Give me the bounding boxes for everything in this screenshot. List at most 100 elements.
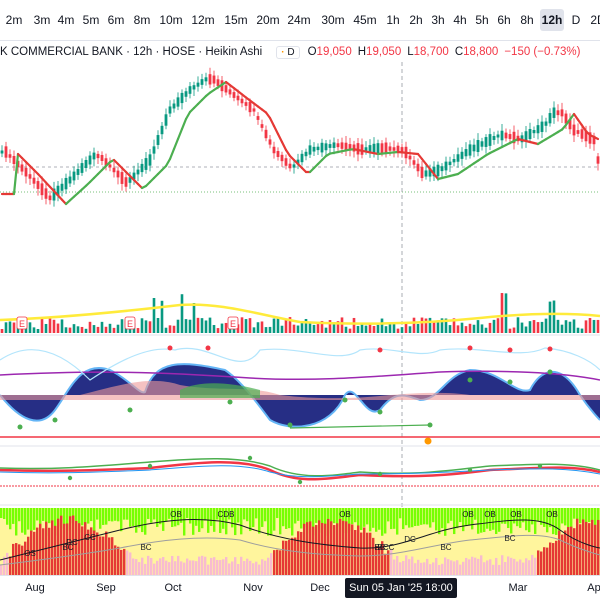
histogram-bottom	[294, 538, 296, 575]
histogram-top	[183, 508, 185, 536]
volume-bar	[217, 328, 220, 333]
histogram-top	[201, 508, 203, 528]
histogram-bottom	[135, 559, 137, 575]
candle-body	[293, 164, 296, 167]
histogram-top	[474, 508, 476, 520]
histogram-top	[282, 508, 284, 526]
candle-body	[561, 109, 564, 116]
candle-body	[153, 146, 156, 153]
candle-body	[377, 143, 380, 153]
volume-bar	[57, 324, 60, 333]
candle-body	[317, 147, 320, 150]
volume-bar	[597, 320, 600, 333]
volume-bar	[273, 319, 276, 333]
histogram-top	[15, 508, 17, 535]
indicator-label: OB	[170, 510, 182, 519]
histogram-bottom	[423, 562, 425, 575]
histogram-top	[144, 508, 146, 535]
volume-bar	[153, 298, 156, 333]
histogram-bottom	[354, 530, 356, 575]
volume-bar	[157, 318, 160, 333]
candle-body	[461, 152, 464, 159]
candle-body	[549, 113, 552, 123]
histogram-top	[93, 508, 95, 533]
candle-body	[269, 139, 272, 144]
histogram-top	[0, 508, 2, 518]
histogram-bottom	[393, 560, 395, 575]
histogram-top	[12, 508, 14, 524]
indicator-label: BCC	[378, 543, 395, 552]
histogram-top	[237, 508, 239, 523]
histogram-top	[150, 508, 152, 523]
volume-bar	[161, 301, 164, 333]
histogram-top	[315, 508, 317, 523]
moving-average	[174, 139, 178, 149]
histogram-bottom	[507, 556, 509, 575]
candle-body	[21, 164, 24, 171]
histogram-top	[213, 508, 215, 532]
histogram-top	[276, 508, 278, 518]
candle-body	[469, 144, 472, 155]
indicator-label: OS	[24, 549, 36, 558]
candle-body	[341, 142, 344, 148]
histogram-bottom	[504, 562, 506, 575]
volume-bar	[117, 325, 120, 333]
histogram-bottom	[150, 558, 152, 575]
histogram-top	[429, 508, 431, 528]
volume-bar	[313, 325, 316, 333]
histogram-bottom	[525, 558, 527, 575]
volume-bar	[489, 323, 492, 333]
volume-bar	[485, 328, 488, 333]
histogram-top	[63, 508, 65, 526]
histogram-bottom	[75, 521, 77, 575]
volume-bar	[577, 328, 580, 333]
histogram-bottom	[546, 548, 548, 575]
volume-bar	[185, 319, 188, 333]
volume-bar	[121, 319, 124, 333]
histogram-bottom	[366, 533, 368, 575]
histogram-top	[240, 508, 242, 534]
histogram-bottom	[363, 528, 365, 575]
volume-bar	[589, 318, 592, 333]
histogram-bottom	[9, 556, 11, 575]
candle-body	[113, 168, 116, 172]
signal-dot	[228, 400, 233, 405]
volume-bar	[365, 326, 368, 333]
histogram-top	[141, 508, 143, 532]
histogram-top	[387, 508, 389, 521]
histogram-top	[186, 508, 188, 518]
histogram-bottom	[501, 555, 503, 575]
volume-bar	[425, 319, 428, 333]
momentum-dot	[148, 464, 152, 468]
moving-average	[278, 134, 282, 142]
momentum-dot	[468, 468, 472, 472]
candle-body	[393, 147, 396, 151]
histogram-bottom	[318, 520, 320, 575]
candle-body	[309, 145, 312, 154]
histogram-bottom	[585, 522, 587, 575]
histogram-top	[375, 508, 377, 532]
histogram-bottom	[471, 557, 473, 575]
histogram-bottom	[138, 562, 140, 575]
histogram-top	[33, 508, 35, 530]
histogram-bottom	[444, 557, 446, 575]
signal-dot	[288, 423, 293, 428]
volume-bar	[521, 323, 524, 333]
histogram-bottom	[219, 560, 221, 575]
histogram-bottom	[480, 555, 482, 575]
histogram-bottom	[327, 519, 329, 575]
histogram-top	[261, 508, 263, 527]
candle-body	[497, 134, 500, 137]
candle-body	[333, 142, 336, 147]
histogram-top	[453, 508, 455, 534]
histogram-top	[147, 508, 149, 519]
volume-bar	[477, 320, 480, 333]
histogram-top	[564, 508, 566, 525]
volume-bar	[253, 327, 256, 333]
candle-body	[85, 160, 88, 168]
histogram-bottom	[102, 537, 104, 575]
histogram-top	[162, 508, 164, 531]
candle-body	[477, 140, 480, 152]
